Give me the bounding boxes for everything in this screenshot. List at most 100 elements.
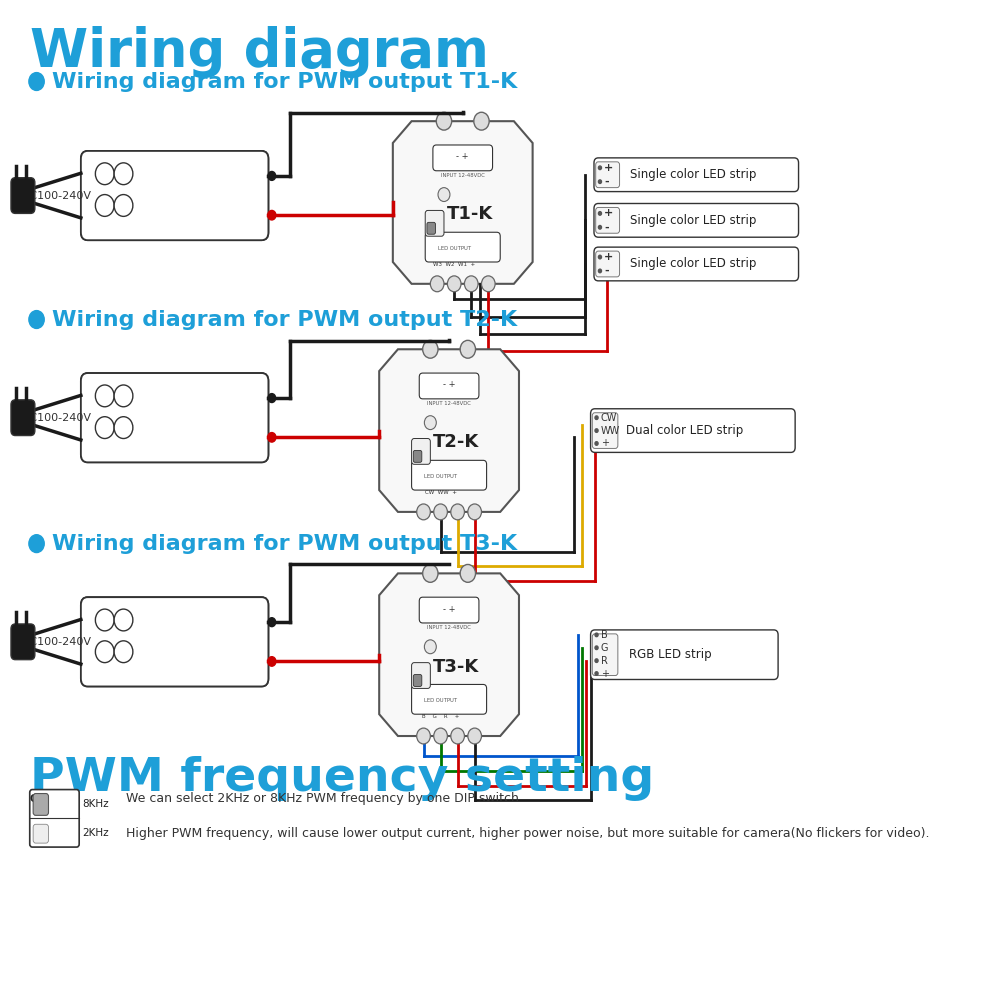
- FancyBboxPatch shape: [11, 400, 35, 436]
- Text: +: +: [604, 163, 613, 173]
- FancyBboxPatch shape: [412, 663, 430, 688]
- Circle shape: [595, 633, 598, 637]
- Text: LED OUTPUT: LED OUTPUT: [424, 474, 457, 479]
- FancyBboxPatch shape: [419, 597, 479, 623]
- Circle shape: [438, 188, 450, 202]
- Text: AC100-240V: AC100-240V: [23, 191, 92, 201]
- Text: Higher PWM frequency, will cause lower output current, higher power noise, but m: Higher PWM frequency, will cause lower o…: [126, 827, 930, 840]
- Text: -: -: [604, 266, 609, 276]
- Text: Single color LED strip: Single color LED strip: [630, 257, 756, 270]
- Circle shape: [595, 416, 598, 419]
- Circle shape: [598, 166, 601, 170]
- Polygon shape: [379, 349, 519, 512]
- Polygon shape: [379, 573, 519, 736]
- FancyBboxPatch shape: [433, 145, 493, 171]
- Text: Power Supply: Power Supply: [133, 613, 217, 626]
- Text: AC100-240V: AC100-240V: [23, 637, 92, 647]
- Circle shape: [598, 269, 601, 273]
- FancyBboxPatch shape: [596, 162, 620, 188]
- Circle shape: [595, 659, 598, 662]
- FancyBboxPatch shape: [81, 597, 268, 686]
- Text: Power Supply: Power Supply: [133, 167, 217, 180]
- Text: B    G    R    +: B G R +: [422, 714, 459, 719]
- Text: +: +: [604, 252, 613, 262]
- Text: -: -: [604, 177, 609, 187]
- Text: 12-48VDC: 12-48VDC: [143, 411, 206, 424]
- Circle shape: [114, 385, 133, 407]
- FancyBboxPatch shape: [425, 232, 500, 262]
- Circle shape: [424, 416, 436, 430]
- Circle shape: [595, 442, 598, 445]
- Circle shape: [468, 728, 481, 744]
- Text: CW  WW  +: CW WW +: [425, 490, 457, 495]
- FancyBboxPatch shape: [591, 630, 778, 679]
- Circle shape: [114, 417, 133, 439]
- Text: Constant Voltage: Constant Voltage: [121, 433, 228, 446]
- Circle shape: [451, 504, 464, 520]
- Circle shape: [95, 417, 114, 439]
- Text: W3  W2  W1  +: W3 W2 W1 +: [433, 262, 475, 267]
- Circle shape: [424, 640, 436, 654]
- Circle shape: [114, 163, 133, 185]
- Circle shape: [95, 641, 114, 663]
- Circle shape: [268, 394, 276, 403]
- FancyBboxPatch shape: [594, 158, 799, 192]
- FancyBboxPatch shape: [592, 634, 618, 676]
- Text: Wiring diagram: Wiring diagram: [30, 26, 489, 78]
- Circle shape: [434, 504, 447, 520]
- Text: R: R: [601, 656, 608, 666]
- Text: - +: - +: [443, 605, 455, 614]
- FancyBboxPatch shape: [33, 824, 48, 843]
- Circle shape: [595, 672, 598, 675]
- Circle shape: [460, 564, 476, 582]
- Text: RGB LED strip: RGB LED strip: [629, 648, 712, 661]
- Circle shape: [114, 641, 133, 663]
- FancyBboxPatch shape: [11, 624, 35, 660]
- Text: WW: WW: [601, 426, 620, 436]
- Text: AC100-240V: AC100-240V: [23, 413, 92, 423]
- FancyBboxPatch shape: [591, 409, 795, 452]
- Circle shape: [598, 212, 601, 215]
- Text: Wiring diagram for PWM output T3-K: Wiring diagram for PWM output T3-K: [52, 534, 517, 554]
- Circle shape: [95, 163, 114, 185]
- Text: We can select 2KHz or 8KHz PWM frequency by one DIP switch.: We can select 2KHz or 8KHz PWM frequency…: [126, 792, 523, 805]
- Text: - +: - +: [443, 380, 455, 389]
- FancyBboxPatch shape: [596, 251, 620, 277]
- FancyBboxPatch shape: [592, 413, 618, 448]
- Text: Constant Voltage: Constant Voltage: [121, 658, 228, 671]
- Circle shape: [468, 504, 481, 520]
- Circle shape: [417, 728, 430, 744]
- Circle shape: [595, 646, 598, 650]
- FancyBboxPatch shape: [33, 794, 48, 815]
- Circle shape: [451, 728, 464, 744]
- Circle shape: [430, 276, 444, 292]
- Circle shape: [268, 210, 276, 220]
- Circle shape: [598, 255, 601, 259]
- Circle shape: [95, 385, 114, 407]
- Text: 2KHz: 2KHz: [83, 828, 109, 838]
- Polygon shape: [393, 121, 533, 284]
- FancyBboxPatch shape: [594, 203, 799, 237]
- Circle shape: [29, 535, 44, 553]
- Text: CW: CW: [601, 413, 617, 423]
- Text: G: G: [601, 643, 608, 653]
- Text: ON: ON: [30, 794, 47, 804]
- Circle shape: [268, 433, 276, 442]
- Circle shape: [29, 311, 44, 328]
- Circle shape: [598, 226, 601, 229]
- Circle shape: [436, 112, 452, 130]
- Text: Constant Voltage: Constant Voltage: [121, 211, 228, 224]
- Text: 8KHz: 8KHz: [83, 799, 109, 809]
- Text: LED OUTPUT: LED OUTPUT: [424, 698, 457, 703]
- FancyBboxPatch shape: [81, 151, 268, 240]
- FancyBboxPatch shape: [81, 597, 268, 686]
- Text: Wiring diagram for PWM output T1-K: Wiring diagram for PWM output T1-K: [52, 72, 517, 92]
- Circle shape: [460, 340, 476, 358]
- Text: +: +: [601, 669, 609, 679]
- Circle shape: [268, 171, 276, 180]
- Text: +: +: [604, 208, 613, 218]
- FancyBboxPatch shape: [412, 460, 487, 490]
- Text: INPUT 12-48VDC: INPUT 12-48VDC: [441, 173, 485, 178]
- Circle shape: [268, 657, 276, 666]
- FancyBboxPatch shape: [425, 210, 444, 236]
